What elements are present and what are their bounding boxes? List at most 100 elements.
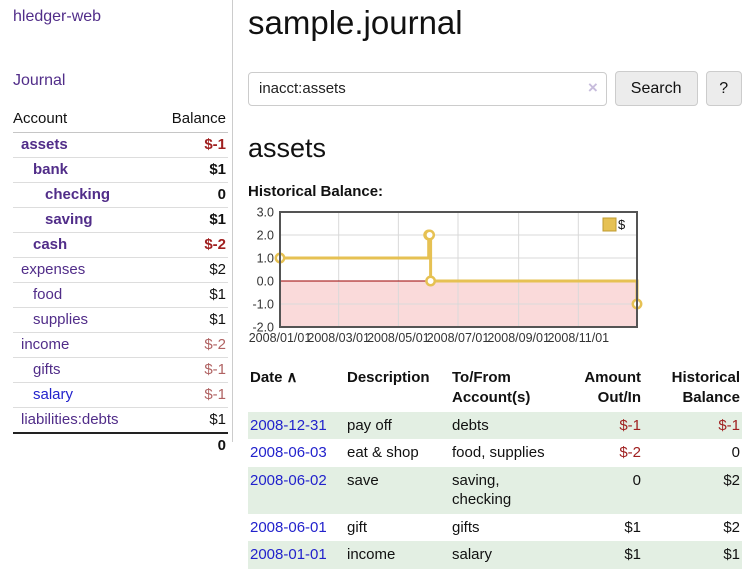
account-balance: $1	[154, 282, 228, 308]
transaction-row: 2008-01-01 income salary $1 $1	[248, 541, 742, 569]
account-balance: $-1	[154, 382, 228, 408]
accounts-header-balance: Balance	[154, 106, 228, 133]
account-balance: 0	[154, 182, 228, 208]
account-row: checking 0	[13, 182, 228, 208]
transaction-accounts: food, supplies	[452, 444, 545, 461]
y-tick-label: -2.0	[252, 321, 274, 335]
transaction-row: 2008-06-03 eat & shop food, supplies $-2 0	[248, 439, 742, 467]
account-row: salary $-1	[13, 382, 228, 408]
account-balance: $1	[154, 207, 228, 233]
transaction-accounts: saving, checking	[450, 466, 568, 514]
hledger-web-app: hledger-web Journal Account Balance asse…	[0, 0, 742, 569]
register-header-amount: Amount Out/In	[584, 369, 641, 407]
transaction-amount: $1	[568, 541, 643, 569]
account-balance: $2	[154, 257, 228, 283]
transaction-amount: $1	[624, 518, 641, 536]
account-link-cash[interactable]: cash	[33, 236, 68, 253]
x-tick-label: 2008/11/01	[547, 331, 609, 345]
transaction-date-link[interactable]: 2008-06-01	[250, 518, 327, 536]
clear-search-icon[interactable]: ×	[587, 77, 598, 97]
app-brand-link[interactable]: hledger-web	[13, 8, 102, 25]
transaction-balance: $-1	[643, 411, 742, 439]
search-button[interactable]: Search	[614, 71, 698, 106]
transaction-date-link[interactable]: 2008-01-01	[250, 546, 327, 563]
account-row: saving $1	[13, 207, 228, 233]
account-link-expenses[interactable]: expenses	[21, 261, 86, 278]
account-heading: assets	[248, 133, 327, 163]
search-box: ×	[248, 71, 607, 106]
account-balance: $-2	[154, 232, 228, 258]
account-row: bank $1	[13, 157, 228, 183]
x-tick-label: 2008/09/01	[487, 331, 550, 345]
account-balance: $-2	[154, 332, 228, 358]
account-row: expenses $2	[13, 257, 228, 283]
account-row: gifts $-1	[13, 357, 228, 383]
sidebar-nav: Journal	[13, 72, 227, 90]
account-row: liabilities:debts $1	[13, 407, 228, 434]
transaction-description: gift	[347, 518, 368, 536]
account-row: income $-2	[13, 332, 228, 358]
account-link-saving[interactable]: saving	[45, 211, 93, 228]
account-link-salary[interactable]: salary	[33, 386, 74, 403]
account-link-checking[interactable]: checking	[45, 186, 111, 203]
account-link-food[interactable]: food	[33, 286, 63, 303]
account-balance: $1	[154, 407, 228, 434]
register-header-row: Date ∧ Description To/From Account(s) Amount O…	[248, 365, 742, 412]
accounts-total-value: 0	[154, 432, 228, 458]
transaction-accounts: salary	[450, 541, 568, 569]
register-header-date[interactable]: Date ∧	[250, 369, 298, 386]
account-balance: $-1	[154, 357, 228, 383]
sidebar: hledger-web Journal Account Balance asse…	[0, 0, 233, 458]
x-tick-label: 2008/07/01	[427, 331, 490, 345]
accounts-table: Account Balance assets $-1 bank $1 checking 0…	[13, 106, 228, 458]
transaction-amount: $-1	[568, 411, 643, 439]
transaction-balance: $2	[643, 466, 742, 514]
search-bar: × Search ?	[248, 71, 742, 106]
data-point-marker	[424, 229, 436, 241]
account-row: food $1	[13, 282, 228, 308]
y-tick-label: 2.0	[257, 229, 274, 243]
data-point-marker	[425, 275, 437, 287]
account-link-assets[interactable]: assets	[21, 136, 68, 153]
account-link-liabilities-debts[interactable]: liabilities:debts	[21, 411, 119, 428]
sort-ascending-icon: ∧	[286, 369, 298, 386]
main-content: sample.journal × Search ? assets Histori…	[233, 0, 742, 569]
x-tick-label: 2008/03/01	[307, 331, 370, 345]
transaction-date-link[interactable]: 2008-06-03	[250, 444, 327, 461]
account-balance: $-1	[154, 132, 228, 158]
account-row: supplies $1	[13, 307, 228, 333]
account-link-gifts[interactable]: gifts	[33, 361, 61, 378]
search-input[interactable]	[248, 71, 607, 106]
y-tick-label: 3.0	[257, 206, 274, 220]
y-tick-label: 1.0	[257, 252, 274, 266]
transaction-balance: $2	[723, 518, 740, 536]
transaction-balance: $1	[643, 541, 742, 569]
y-tick-label: 0.0	[257, 275, 274, 289]
account-row: assets $-1	[13, 132, 228, 158]
journal-nav-link[interactable]: Journal	[13, 72, 66, 89]
help-button[interactable]: ?	[705, 71, 742, 106]
register-header-description: Description	[347, 369, 430, 386]
transaction-description: save	[345, 466, 450, 514]
transaction-row: 2008-06-01 gift gifts $1 $2	[248, 514, 742, 542]
account-link-income[interactable]: income	[21, 336, 70, 353]
account-row: cash $-2	[13, 232, 228, 258]
plot-border	[279, 211, 638, 328]
accounts-total-row: 0	[13, 432, 228, 458]
transaction-date-link[interactable]: 2008-12-31	[250, 416, 327, 434]
account-balance: $1	[154, 307, 228, 333]
transaction-accounts: debts	[450, 411, 568, 439]
legend-swatch	[602, 217, 617, 232]
transaction-row: 2008-12-31 pay off debts $-1 $-1	[248, 411, 742, 439]
legend-label: $	[618, 217, 626, 232]
account-link-supplies[interactable]: supplies	[33, 311, 89, 328]
transaction-row: 2008-06-02 save saving, checking 0 $2	[248, 466, 742, 514]
register-header-to-from: To/From Account(s)	[452, 369, 531, 407]
transaction-date-link[interactable]: 2008-06-02	[250, 471, 327, 489]
balance-chart-svg: $3.0 2.0 1.0 0.0 -1.0 -2.02008/01/012008/03/0…	[249, 206, 643, 345]
transaction-description: eat & shop	[347, 444, 419, 461]
transaction-accounts: gifts	[452, 518, 480, 536]
account-link-bank[interactable]: bank	[33, 161, 69, 178]
page-title: sample.journal	[248, 4, 463, 41]
historical-balance-chart: $3.0 2.0 1.0 0.0 -1.0 -2.0 2008/01/01 2008/03/0…	[248, 206, 648, 350]
